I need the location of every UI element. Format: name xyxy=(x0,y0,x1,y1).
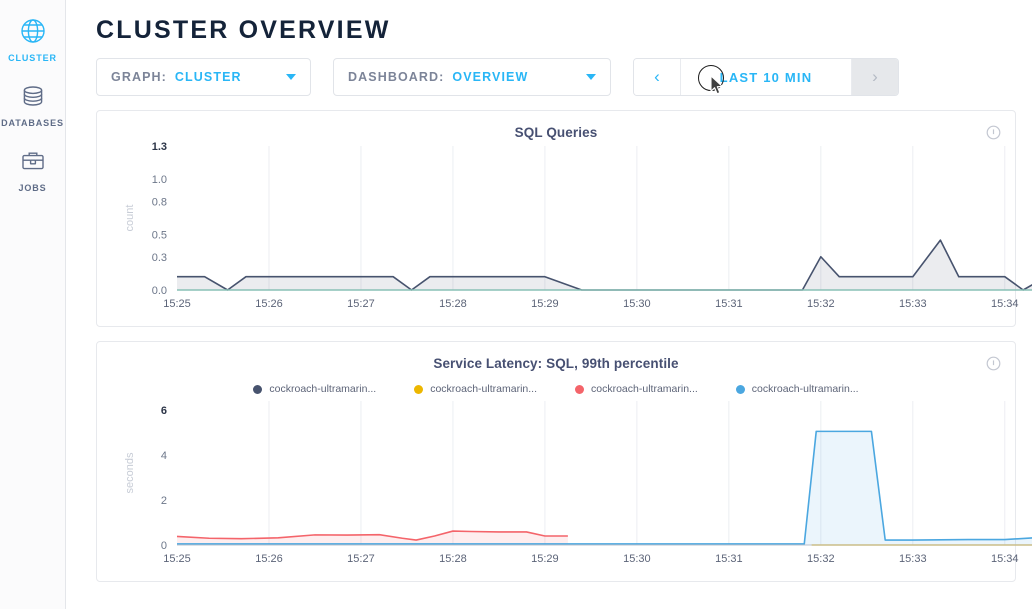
legend-item[interactable]: cockroach-ultramarin... xyxy=(575,383,698,395)
chart-card-service-latency: Service Latency: SQL, 99th percentile co… xyxy=(96,341,1032,582)
time-range-prev-button[interactable]: ‹ xyxy=(634,59,681,95)
sidebar-item-label: DATABASES xyxy=(1,118,64,128)
chart-plot-area: 1.3 1.0 0.8 0.5 0.3 0.0 count 15:25 15:26 15:27 15… xyxy=(109,140,1032,320)
legend-label: cockroach-ultramarin... xyxy=(269,383,377,395)
x-axis-tick-label: 15:31 xyxy=(715,298,743,310)
legend-label: cockroach-ultramarin... xyxy=(591,383,698,395)
x-axis-tick-label: 15:32 xyxy=(807,553,835,565)
y-axis-tick-label: 1.3 xyxy=(152,141,167,153)
x-axis-tick-label: 15:34 xyxy=(991,298,1019,310)
briefcase-icon xyxy=(19,146,47,176)
x-axis-tick-label: 15:27 xyxy=(347,553,375,565)
info-icon[interactable] xyxy=(986,125,1001,140)
sidebar-item-databases[interactable]: DATABASES xyxy=(0,71,66,136)
x-axis-tick-label: 15:26 xyxy=(255,553,283,565)
chart-plot-area: 6 4 2 0 seconds 15:25 15:26 15:27 15:28 15:29 15:3… xyxy=(109,395,1032,575)
dashboard-dropdown-value: OVERVIEW xyxy=(452,70,529,84)
y-axis-label: seconds xyxy=(124,452,136,493)
x-axis-tick-label: 15:31 xyxy=(715,553,743,565)
legend-dot-blue xyxy=(735,384,745,394)
graph-dropdown-label: GRAPH: xyxy=(111,70,167,84)
y-axis-tick-label: 0.0 xyxy=(152,285,167,297)
x-axis-tick-label: 15:25 xyxy=(163,298,191,310)
chart-svg: 6 4 2 0 seconds 15:25 15:26 15:27 15:28 15:29 15:3… xyxy=(124,401,1032,565)
x-axis-tick-label: 15:33 xyxy=(899,298,927,310)
x-axis-tick-label: 15:25 xyxy=(163,553,191,565)
dashboard-dropdown[interactable]: DASHBOARD: OVERVIEW xyxy=(333,58,611,96)
x-axis-tick-label: 15:27 xyxy=(347,298,375,310)
chart-legend: cockroach-ultramarin... cockroach-ultrama… xyxy=(109,383,1003,395)
chart-title: Service Latency: SQL, 99th percentile xyxy=(433,356,679,371)
database-icon xyxy=(19,81,47,111)
legend-item[interactable]: cockroach-ultramarin... xyxy=(253,383,376,395)
y-axis-tick-label: 2 xyxy=(161,495,167,507)
dashboard-dropdown-label: DASHBOARD: xyxy=(348,70,445,84)
series-line-latency-blue xyxy=(177,430,1032,545)
chart-card-sql-queries: SQL Queries 1.3 1.0 0.8 0.5 0.3 0.0 count 15:25… xyxy=(96,110,1032,327)
time-range-selector: ‹ LAST 10 MIN › xyxy=(633,58,899,96)
x-axis-tick-label: 15:28 xyxy=(439,298,467,310)
x-axis-tick-label: 15:32 xyxy=(807,298,835,310)
x-axis-tick-label: 15:29 xyxy=(531,298,559,310)
legend-label: cockroach-ultramarin... xyxy=(751,383,859,395)
x-axis-tick-label: 15:33 xyxy=(899,553,927,565)
x-axis-tick-label: 15:26 xyxy=(255,298,283,310)
legend-dot-navy xyxy=(253,384,263,394)
y-axis-tick-label: 1.0 xyxy=(152,174,167,186)
x-axis-tick-label: 15:34 xyxy=(991,553,1019,565)
info-icon[interactable] xyxy=(986,356,1001,371)
legend-item[interactable]: cockroach-ultramarin... xyxy=(735,383,859,395)
graph-dropdown-value: CLUSTER xyxy=(174,70,242,84)
chevron-down-icon xyxy=(586,74,596,80)
y-axis-tick-label: 6 xyxy=(161,405,167,417)
sidebar-item-label: CLUSTER xyxy=(8,53,57,63)
main-content: CLUSTER OVERVIEW GRAPH: CLUSTER DASHBOAR… xyxy=(66,0,1032,609)
time-range-current-button[interactable]: LAST 10 MIN xyxy=(681,59,851,95)
graph-dropdown[interactable]: GRAPH: CLUSTER xyxy=(96,58,311,96)
legend-dot-yellow xyxy=(414,384,424,394)
y-axis-tick-label: 0.3 xyxy=(152,252,167,264)
y-axis-tick-label: 0.5 xyxy=(152,230,167,242)
chevron-down-icon xyxy=(286,74,296,80)
x-axis-tick-label: 15:28 xyxy=(439,553,467,565)
series-area xyxy=(177,531,568,545)
globe-icon xyxy=(19,16,47,46)
y-axis-label: count xyxy=(124,205,136,232)
series-area xyxy=(177,431,1032,545)
legend-item[interactable]: cockroach-ultramarin... xyxy=(414,383,537,395)
x-axis-tick-label: 15:30 xyxy=(623,553,651,565)
page-title: CLUSTER OVERVIEW xyxy=(96,16,391,44)
series-line-latency-red xyxy=(176,530,568,541)
x-axis-tick-label: 15:30 xyxy=(623,298,651,310)
sidebar-item-jobs[interactable]: JOBS xyxy=(0,136,66,201)
time-range-label: LAST 10 MIN xyxy=(719,69,813,85)
sidebar-item-cluster[interactable]: CLUSTER xyxy=(0,6,66,71)
y-axis-tick-label: 0.8 xyxy=(152,196,167,208)
toolbar: GRAPH: CLUSTER DASHBOARD: OVERVIEW ‹ LAS… xyxy=(96,58,1016,96)
x-axis-tick-label: 15:29 xyxy=(531,553,559,565)
sidebar-item-label: JOBS xyxy=(18,183,47,193)
chart-svg: 1.3 1.0 0.8 0.5 0.3 0.0 count 15:25 15:26 15:27 15… xyxy=(124,141,1032,310)
time-range-next-button[interactable]: › xyxy=(851,59,898,95)
chart-title: SQL Queries xyxy=(514,125,598,140)
legend-dot-red xyxy=(575,384,584,394)
legend-label: cockroach-ultramarin... xyxy=(430,383,537,395)
y-axis-tick-label: 0 xyxy=(161,540,167,552)
series-area xyxy=(177,240,1032,290)
y-axis-tick-label: 4 xyxy=(161,450,167,462)
sidebar: CLUSTER DATABASES xyxy=(0,0,66,609)
